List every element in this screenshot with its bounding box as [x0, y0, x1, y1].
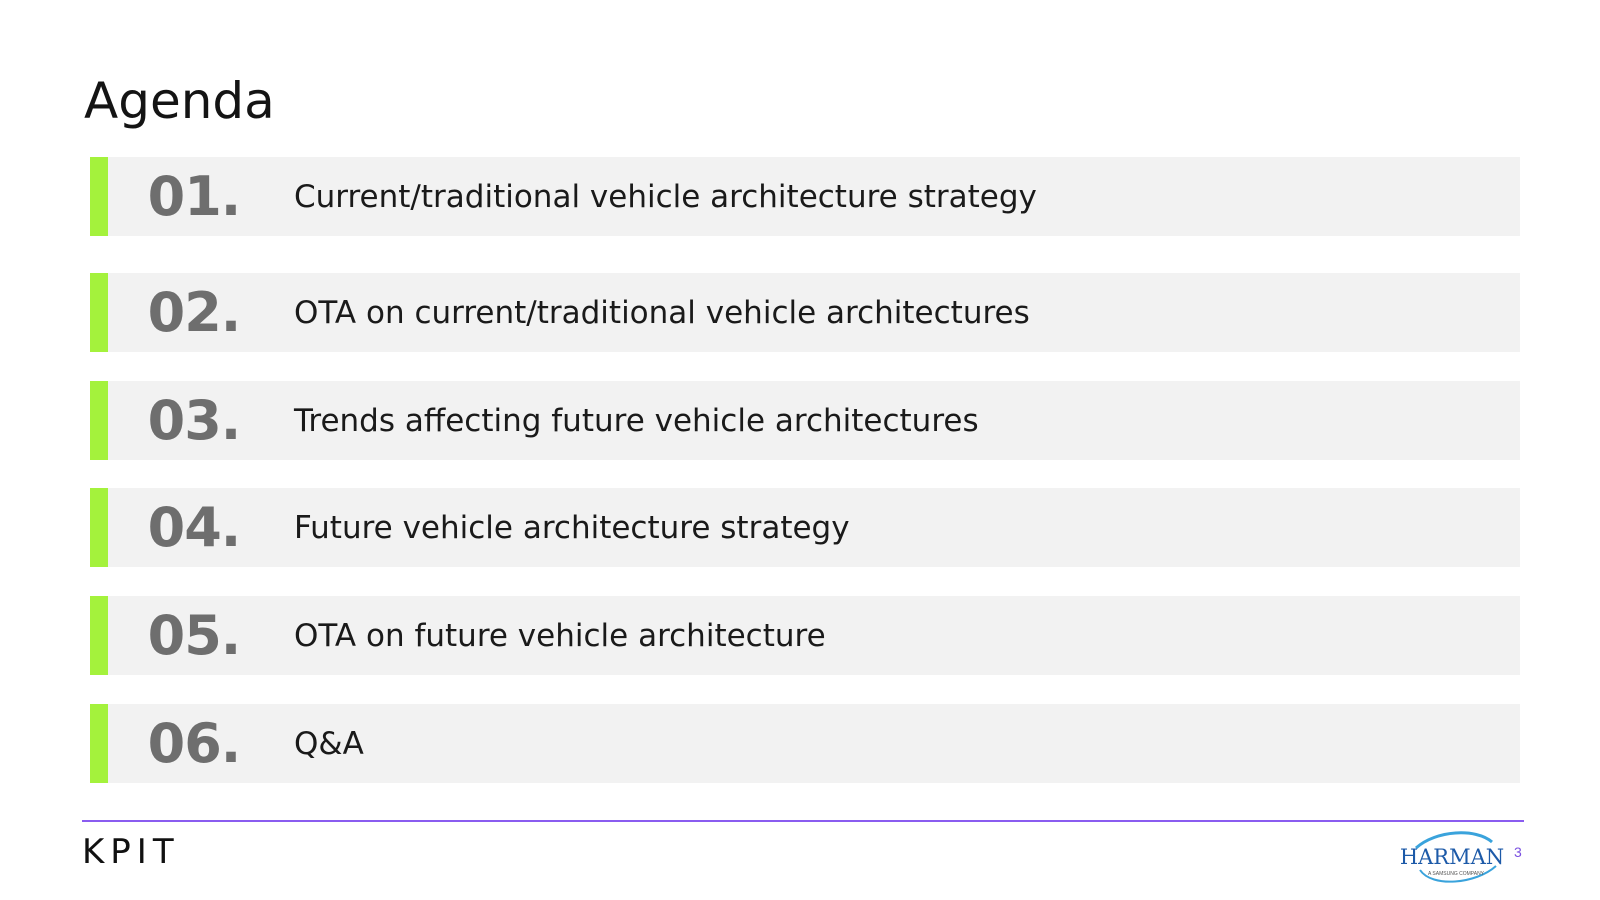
accent-bar: [90, 704, 108, 783]
agenda-item-number: 02.: [147, 281, 242, 344]
accent-bar: [90, 596, 108, 675]
agenda-item-text: Current/traditional vehicle architecture…: [294, 178, 1037, 215]
agenda-item-text: Q&A: [294, 725, 364, 762]
agenda-item-number: 01.: [147, 165, 242, 228]
slide-title: Agenda: [84, 72, 275, 130]
agenda-item-number: 03.: [147, 389, 242, 452]
agenda-item-text: OTA on future vehicle architecture: [294, 617, 826, 654]
footer-divider: [82, 820, 1524, 822]
accent-bar: [90, 381, 108, 460]
kpit-logo: KPIT: [82, 832, 180, 870]
agenda-item: 01. Current/traditional vehicle architec…: [90, 157, 1520, 236]
kpit-logo-text: KPIT: [82, 832, 180, 870]
accent-bar: [90, 273, 108, 352]
agenda-item-text: OTA on current/traditional vehicle archi…: [294, 294, 1030, 331]
page-number: 3: [1514, 844, 1522, 860]
harman-logo-subtext: A SAMSUNG COMPANY: [1428, 871, 1485, 877]
agenda-list: 01. Current/traditional vehicle architec…: [90, 0, 1520, 900]
agenda-item-number: 06.: [147, 712, 242, 775]
accent-bar: [90, 157, 108, 236]
harman-swoosh-top: [1414, 831, 1493, 850]
agenda-item-number: 04.: [147, 496, 242, 559]
agenda-item: 05. OTA on future vehicle architecture: [90, 596, 1520, 675]
agenda-item: 04. Future vehicle architecture strategy: [90, 488, 1520, 567]
harman-logo-text: HARMAN: [1400, 845, 1504, 869]
agenda-item-number: 05.: [147, 604, 242, 667]
agenda-item-text: Trends affecting future vehicle architec…: [294, 402, 979, 439]
harman-swoosh-bottom: [1419, 865, 1497, 883]
harman-logo: HARMAN A SAMSUNG COMPANY: [1400, 831, 1504, 883]
agenda-item: 06. Q&A: [90, 704, 1520, 783]
agenda-item: 03. Trends affecting future vehicle arch…: [90, 381, 1520, 460]
agenda-item-text: Future vehicle architecture strategy: [294, 509, 850, 546]
accent-bar: [90, 488, 108, 567]
agenda-item: 02. OTA on current/traditional vehicle a…: [90, 273, 1520, 352]
